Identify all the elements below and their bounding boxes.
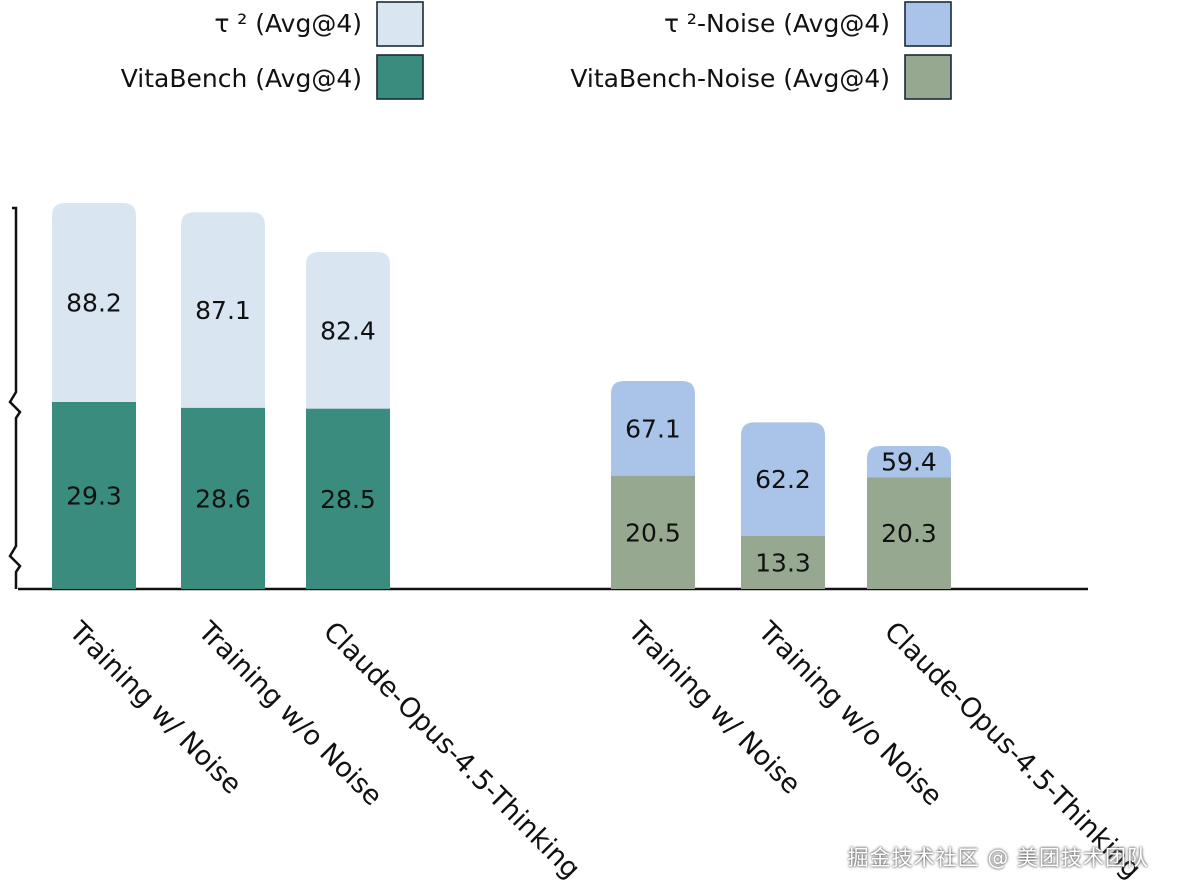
bar-avg-4-training-w-o-noise-clean xyxy=(181,212,265,408)
watermark: 掘金技术社区 @ 美团技术团队 xyxy=(847,846,1149,870)
bar-avg-4-training-w-noise-clean xyxy=(52,203,136,402)
value-label-noise-avg-4-training-w-noise-noise: 67.1 xyxy=(625,414,681,443)
bar-vitabench-avg-4-training-w-noise-clean xyxy=(52,402,136,589)
value-label-vitabench-noise-avg-4-claude-opus-4-5-thinking-noise: 20.3 xyxy=(881,519,937,548)
value-label-noise-avg-4-claude-opus-4-5-thinking-noise: 59.4 xyxy=(881,448,937,477)
legend-label-noise-avg-4: τ ²-Noise (Avg@4) xyxy=(664,9,890,38)
y-axis-break-line xyxy=(8,206,22,589)
bar-vitabench-avg-4-claude-opus-4-5-thinking-clean xyxy=(306,408,390,589)
bar-vitabench-noise-avg-4-claude-opus-4-5-thinking-noise xyxy=(867,477,951,589)
bar-vitabench-noise-avg-4-training-w-noise-noise xyxy=(611,475,695,589)
value-label-vitabench-avg-4-training-w-noise-clean: 29.3 xyxy=(66,482,122,511)
bar-noise-avg-4-training-w-o-noise-noise xyxy=(741,422,825,536)
value-label-vitabench-avg-4-training-w-o-noise-clean: 28.6 xyxy=(195,484,251,513)
value-label-avg-4-training-w-noise-clean: 88.2 xyxy=(66,289,122,318)
value-label-vitabench-noise-avg-4-training-w-o-noise-noise: 13.3 xyxy=(755,549,811,578)
bar-noise-avg-4-claude-opus-4-5-thinking-noise xyxy=(867,446,951,478)
value-label-vitabench-noise-avg-4-training-w-noise-noise: 20.5 xyxy=(625,518,681,547)
legend-swatch-avg-4 xyxy=(376,1,424,47)
bar-noise-avg-4-training-w-noise-noise xyxy=(611,381,695,476)
legend-label-vitabench-noise-avg-4: VitaBench-Noise (Avg@4) xyxy=(570,64,890,93)
legend-swatch-noise-avg-4 xyxy=(904,1,952,47)
legend-label-vitabench-avg-4: VitaBench (Avg@4) xyxy=(121,64,362,93)
legend-label-avg-4: τ ² (Avg@4) xyxy=(214,9,362,38)
value-label-vitabench-avg-4-claude-opus-4-5-thinking-clean: 28.5 xyxy=(320,485,376,514)
legend-swatch-vitabench-noise-avg-4 xyxy=(904,54,952,100)
bars: 88.2 29.3 87.1 28.6 82.4 28.5 67.1 20.5 62.2 13.3… xyxy=(52,203,951,589)
category-label-claude-opus-4-5-thinking-clean: Claude-Opus-4.5-Thinking xyxy=(317,616,586,885)
value-label-avg-4-claude-opus-4-5-thinking-clean: 82.4 xyxy=(320,316,376,345)
value-label-noise-avg-4-training-w-o-noise-noise: 62.2 xyxy=(755,465,811,494)
value-label-avg-4-training-w-o-noise-clean: 87.1 xyxy=(195,296,251,325)
bar-vitabench-noise-avg-4-training-w-o-noise-noise xyxy=(741,536,825,589)
bar-avg-4-claude-opus-4-5-thinking-clean xyxy=(306,251,390,409)
legend: τ ² (Avg@4) τ ²-Noise (Avg@4) VitaBench (A… xyxy=(121,1,952,100)
bar-vitabench-avg-4-training-w-o-noise-clean xyxy=(181,407,265,589)
legend-swatch-vitabench-avg-4 xyxy=(376,54,424,100)
